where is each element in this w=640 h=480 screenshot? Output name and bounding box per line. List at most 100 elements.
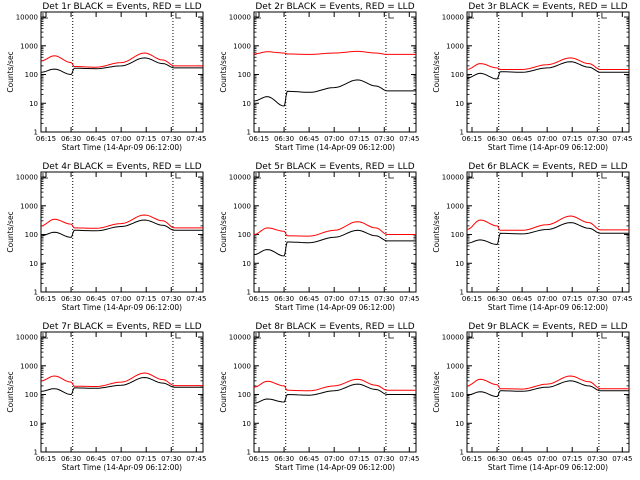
x-tick-label: 06:30 (274, 135, 294, 143)
x-axis-label: Start Time (14-Apr-09 06:12:00) (275, 463, 395, 472)
chart-title: Det 4r BLACK = Events, RED = LLD (42, 162, 201, 172)
x-tick-label: 07:30 (374, 135, 394, 143)
x-tick-label: 07:00 (111, 135, 131, 143)
y-tick-label: 10000 (229, 334, 251, 342)
events-series-line (40, 219, 203, 238)
chart-panel-2: Det 2r BLACK = Events, RED = LLD 1 10 100 10… (219, 2, 419, 152)
y-tick-label: 100 (238, 71, 251, 79)
lld-series-line (253, 378, 416, 392)
x-tick-label: 07:45 (186, 295, 206, 303)
chart-title: Det 7r BLACK = Events, RED = LLD (42, 322, 201, 332)
y-tick-label: 1000 (446, 362, 464, 370)
lld-series-line (253, 221, 416, 237)
x-tick-label: 07:00 (324, 135, 344, 143)
y-tick-label: 1000 (446, 42, 464, 50)
corner-marker (601, 173, 607, 179)
y-tick-label: 1000 (20, 42, 38, 50)
x-tick-label: 07:00 (111, 455, 131, 463)
y-tick-label: 10 (29, 420, 38, 428)
y-axis-label: Counts/sec (432, 211, 441, 252)
x-tick-label: 06:30 (487, 295, 507, 303)
y-tick-label: 10 (455, 260, 464, 268)
lld-series-line (40, 214, 203, 229)
chart-title: Det 9r BLACK = Events, RED = LLD (468, 322, 627, 332)
corner-marker (388, 173, 394, 179)
x-tick-label: 06:45 (86, 455, 106, 463)
plot-frame (253, 331, 417, 453)
x-tick-label: 06:45 (512, 455, 532, 463)
x-tick-label: 07:30 (374, 295, 394, 303)
y-tick-label: 10000 (229, 14, 251, 22)
chart-title: Det 1r BLACK = Events, RED = LLD (42, 2, 201, 12)
y-axis-label: Counts/sec (219, 51, 228, 92)
x-tick-label: 07:45 (399, 455, 419, 463)
x-tick-label: 07:00 (537, 135, 557, 143)
y-tick-label: 100 (25, 391, 38, 399)
x-tick-label: 06:30 (61, 455, 81, 463)
x-tick-label: 07:30 (161, 295, 181, 303)
chart-title: Det 2r BLACK = Events, RED = LLD (255, 2, 414, 12)
chart-panel-5: Det 5r BLACK = Events, RED = LLD 1 10 100 10… (219, 162, 419, 312)
chart-title: Det 6r BLACK = Events, RED = LLD (468, 162, 627, 172)
x-tick-label: 07:45 (186, 455, 206, 463)
y-tick-label: 100 (25, 71, 38, 79)
corner-marker (468, 333, 474, 339)
x-tick-label: 06:15 (36, 135, 56, 143)
lld-series-line (466, 215, 629, 231)
y-tick-label: 10000 (442, 14, 464, 22)
chart-panel-3: Det 3r BLACK = Events, RED = LLD 1 10 100 10… (432, 2, 632, 152)
y-tick-label: 100 (451, 71, 464, 79)
x-tick-label: 07:00 (537, 455, 557, 463)
chart-panel-4: Det 4r BLACK = Events, RED = LLD 1 10 100 10… (6, 162, 206, 312)
y-tick-label: 1 (34, 289, 38, 297)
x-tick-label: 06:15 (249, 135, 269, 143)
plot-frame (466, 171, 630, 293)
lld-series-line (253, 50, 416, 55)
x-tick-label: 07:30 (161, 455, 181, 463)
events-series-line (40, 57, 203, 76)
lld-series-line (466, 375, 629, 390)
x-tick-label: 07:45 (612, 135, 632, 143)
plot-frame (40, 11, 204, 133)
y-tick-label: 10 (29, 100, 38, 108)
x-axis-label: Start Time (14-Apr-09 06:12:00) (275, 303, 395, 312)
y-tick-label: 1000 (233, 202, 251, 210)
x-tick-label: 06:45 (86, 135, 106, 143)
x-tick-label: 07:15 (562, 295, 582, 303)
y-tick-label: 1000 (233, 42, 251, 50)
x-tick-label: 06:45 (299, 295, 319, 303)
x-tick-label: 07:45 (399, 135, 419, 143)
chart-panel-6: Det 6r BLACK = Events, RED = LLD 1 10 100 10… (432, 162, 632, 312)
x-tick-label: 06:30 (487, 455, 507, 463)
corner-marker (175, 13, 181, 19)
y-tick-label: 1 (247, 129, 251, 137)
y-tick-label: 1 (460, 449, 464, 457)
x-tick-label: 06:45 (299, 455, 319, 463)
x-tick-label: 06:15 (249, 295, 269, 303)
x-tick-label: 06:45 (512, 295, 532, 303)
x-tick-label: 07:00 (324, 455, 344, 463)
x-tick-label: 07:45 (186, 135, 206, 143)
corner-marker (255, 173, 261, 179)
x-axis-label: Start Time (14-Apr-09 06:12:00) (488, 303, 608, 312)
y-axis-label: Counts/sec (6, 211, 15, 252)
y-tick-label: 10000 (16, 14, 38, 22)
x-tick-label: 07:30 (374, 455, 394, 463)
y-tick-label: 1 (247, 289, 251, 297)
x-tick-label: 07:15 (136, 455, 156, 463)
x-axis-label: Start Time (14-Apr-09 06:12:00) (62, 463, 182, 472)
y-tick-label: 10000 (442, 174, 464, 182)
y-axis-label: Counts/sec (6, 371, 15, 412)
y-tick-label: 10000 (442, 334, 464, 342)
x-tick-label: 06:30 (61, 295, 81, 303)
x-tick-label: 07:15 (562, 455, 582, 463)
x-tick-label: 06:30 (274, 295, 294, 303)
chart-panel-7: Det 7r BLACK = Events, RED = LLD 1 10 100 10… (6, 322, 206, 472)
x-axis-label: Start Time (14-Apr-09 06:12:00) (275, 143, 395, 152)
x-tick-label: 06:15 (462, 455, 482, 463)
x-tick-label: 06:30 (61, 135, 81, 143)
corner-marker (255, 13, 261, 19)
x-tick-label: 06:45 (299, 135, 319, 143)
y-tick-label: 1 (34, 129, 38, 137)
y-tick-label: 100 (451, 391, 464, 399)
